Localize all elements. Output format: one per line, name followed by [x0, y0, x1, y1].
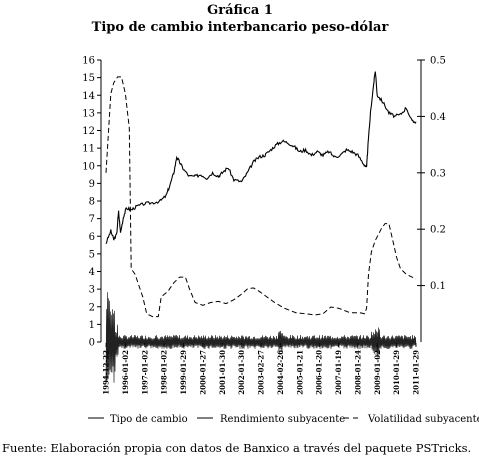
x-tick-label: 2003-02-27: [257, 350, 266, 395]
left-tick-label: 1: [89, 320, 95, 331]
x-tick-label: 2009-01-02: [373, 350, 382, 395]
left-tick-label: 12: [82, 126, 95, 137]
series-rendimiento-subyacente: [105, 292, 417, 384]
x-tick-label: 1996-01-02: [121, 350, 130, 395]
source-note: Fuente: Elaboración propia con datos de …: [2, 441, 471, 455]
left-tick-label: 15: [82, 73, 95, 84]
x-tick-label: 2004-02-26: [276, 350, 285, 395]
left-tick-label: 2: [89, 302, 95, 313]
x-tick-label: 1998-01-02: [160, 350, 169, 395]
right-tick-label: 0.1: [430, 281, 446, 292]
series-volatilidad-subyacente: [105, 76, 417, 318]
x-tick-label: 2005-01-21: [295, 350, 304, 395]
legend-label-tipo-de-cambio: Tipo de cambio: [110, 414, 188, 425]
left-tick-label: 9: [89, 179, 95, 190]
left-tick-label: 6: [89, 232, 95, 243]
x-tick-label: 2010-01-29: [392, 350, 401, 395]
right-tick-label: 0.3: [430, 168, 446, 179]
left-tick-label: 10: [82, 161, 95, 172]
legend-label-rendimiento-subyacente: Rendimiento subyacente: [220, 414, 345, 425]
left-tick-label: 16: [82, 56, 95, 67]
left-tick-label: 3: [89, 285, 95, 296]
left-tick-label: 0: [89, 338, 95, 349]
x-tick-label: 1997-01-02: [140, 350, 149, 395]
right-y-ticks: 0.1 0.2 0.3 0.4 0.5: [417, 56, 446, 292]
series-tipo-de-cambio: [105, 71, 417, 245]
x-tick-labels: 1994-12-22 1996-01-02 1997-01-02 1998-01-02…: [102, 343, 421, 395]
right-tick-label: 0.5: [430, 56, 446, 67]
x-tick-label: 1994-12-22: [102, 350, 111, 395]
x-tick-label: 2006-01-20: [315, 350, 324, 395]
x-tick-label: 2002-01-30: [237, 350, 246, 395]
right-tick-label: 0.4: [430, 112, 446, 123]
chart-subtitle: Tipo de cambio interbancario peso-dólar: [92, 20, 389, 35]
chart-title: Gráfica 1: [207, 3, 273, 18]
left-tick-label: 5: [89, 249, 95, 260]
x-tick-label: 2000-01-27: [198, 350, 207, 395]
x-tick-label: 2011-01-29: [412, 350, 421, 395]
left-tick-label: 4: [89, 267, 95, 278]
legend-label-volatilidad-subyacente: Volatilidad subyacente: [367, 414, 479, 425]
left-tick-label: 7: [89, 214, 95, 225]
x-tick-label: 2008-01-24: [353, 350, 362, 395]
left-tick-label: 11: [82, 144, 95, 155]
x-tick-label: 2007-01-19: [334, 350, 343, 395]
left-tick-label: 8: [89, 197, 95, 208]
x-tick-label: 1999-01-29: [179, 350, 188, 395]
left-tick-label: 14: [82, 91, 95, 102]
series-layer: [105, 71, 417, 384]
legend: Tipo de cambio Rendimiento subyacente Vo…: [88, 414, 479, 425]
x-tick-label: 2001-01-30: [218, 350, 227, 395]
left-tick-label: 13: [82, 108, 95, 119]
right-tick-label: 0.2: [430, 225, 446, 236]
